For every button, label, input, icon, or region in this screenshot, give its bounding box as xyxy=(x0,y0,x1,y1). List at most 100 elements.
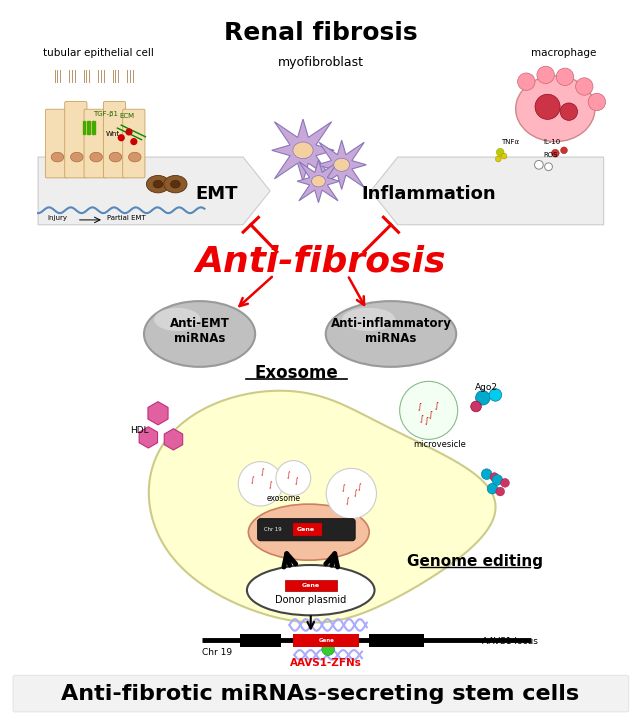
Text: Anti-fibrosis: Anti-fibrosis xyxy=(195,244,445,278)
Text: Anti-fibrotic miRNAs-secreting stem cells: Anti-fibrotic miRNAs-secreting stem cell… xyxy=(62,684,579,703)
Polygon shape xyxy=(272,119,334,181)
Ellipse shape xyxy=(153,181,163,188)
Ellipse shape xyxy=(334,158,349,171)
Ellipse shape xyxy=(109,152,122,162)
Text: TNFα: TNFα xyxy=(501,138,519,144)
Circle shape xyxy=(588,94,606,111)
Text: ∫: ∫ xyxy=(353,490,357,497)
Text: macrophage: macrophage xyxy=(531,48,597,58)
Circle shape xyxy=(489,389,502,401)
Text: Gene: Gene xyxy=(297,527,315,532)
Polygon shape xyxy=(297,160,340,202)
Ellipse shape xyxy=(342,308,395,331)
Circle shape xyxy=(560,103,578,120)
Text: ROS: ROS xyxy=(544,152,558,158)
Text: ∫: ∫ xyxy=(418,401,422,410)
Text: Partial EMT: Partial EMT xyxy=(107,215,146,221)
Polygon shape xyxy=(148,402,168,425)
Text: ∫: ∫ xyxy=(294,477,298,484)
Ellipse shape xyxy=(171,181,180,188)
Circle shape xyxy=(496,487,504,496)
Circle shape xyxy=(501,478,510,487)
Circle shape xyxy=(576,78,593,95)
Text: ∫: ∫ xyxy=(287,471,290,478)
Text: ∫: ∫ xyxy=(251,476,254,484)
FancyBboxPatch shape xyxy=(13,675,629,712)
Text: ∫: ∫ xyxy=(269,482,272,489)
Circle shape xyxy=(400,381,458,439)
Text: Genome editing: Genome editing xyxy=(407,554,543,568)
Circle shape xyxy=(490,473,499,481)
Circle shape xyxy=(326,468,376,518)
Bar xyxy=(240,634,281,647)
Circle shape xyxy=(126,129,132,135)
Ellipse shape xyxy=(90,152,103,162)
Text: IL-10: IL-10 xyxy=(544,138,561,144)
Bar xyxy=(92,121,95,134)
Polygon shape xyxy=(317,140,366,189)
Text: Renal fibrosis: Renal fibrosis xyxy=(224,21,417,46)
Text: ∫: ∫ xyxy=(429,409,433,418)
Ellipse shape xyxy=(164,175,187,193)
Circle shape xyxy=(487,484,498,494)
Text: ∫: ∫ xyxy=(342,485,345,492)
Text: HDL: HDL xyxy=(130,426,149,435)
Ellipse shape xyxy=(247,565,374,616)
Text: TGF-β1: TGF-β1 xyxy=(93,112,118,117)
Text: EMT: EMT xyxy=(196,185,238,203)
Text: Inflammation: Inflammation xyxy=(362,185,496,203)
Ellipse shape xyxy=(154,308,201,331)
Bar xyxy=(369,634,424,647)
Text: ∫: ∫ xyxy=(261,468,264,476)
Polygon shape xyxy=(149,391,495,623)
Bar xyxy=(294,634,359,647)
Text: ∫: ∫ xyxy=(345,497,349,505)
Ellipse shape xyxy=(71,152,83,162)
Text: myofibroblast: myofibroblast xyxy=(278,56,363,69)
Circle shape xyxy=(501,153,507,159)
FancyBboxPatch shape xyxy=(103,102,126,178)
Text: ECM: ECM xyxy=(119,113,135,120)
Circle shape xyxy=(535,160,543,169)
Circle shape xyxy=(537,66,554,83)
Text: Anti-EMT
miRNAs: Anti-EMT miRNAs xyxy=(170,317,229,345)
Circle shape xyxy=(496,149,504,156)
Bar xyxy=(87,121,90,134)
Circle shape xyxy=(322,643,335,655)
Ellipse shape xyxy=(51,152,63,162)
Text: AAVS1-ZFNs: AAVS1-ZFNs xyxy=(290,658,362,668)
Ellipse shape xyxy=(144,301,255,367)
Text: ∫: ∫ xyxy=(425,415,429,425)
Text: Gene: Gene xyxy=(319,638,334,643)
Polygon shape xyxy=(164,428,183,450)
Text: Gene: Gene xyxy=(302,583,320,588)
Ellipse shape xyxy=(515,76,595,141)
Circle shape xyxy=(517,73,535,91)
Circle shape xyxy=(119,135,124,141)
Circle shape xyxy=(545,163,553,170)
FancyBboxPatch shape xyxy=(46,109,67,178)
Circle shape xyxy=(238,462,283,506)
Circle shape xyxy=(492,475,503,485)
Text: Chr 19: Chr 19 xyxy=(264,527,282,532)
Ellipse shape xyxy=(128,152,141,162)
Bar xyxy=(83,121,85,134)
Text: Injury: Injury xyxy=(48,215,68,221)
Text: Anti-inflammatory
miRNAs: Anti-inflammatory miRNAs xyxy=(331,317,451,345)
Circle shape xyxy=(561,147,567,154)
Circle shape xyxy=(495,156,501,162)
Text: ∫: ∫ xyxy=(435,400,438,409)
FancyBboxPatch shape xyxy=(65,102,87,178)
Bar xyxy=(294,523,322,536)
Circle shape xyxy=(551,149,559,157)
Circle shape xyxy=(131,138,137,144)
Ellipse shape xyxy=(326,301,456,367)
Circle shape xyxy=(481,469,492,479)
Polygon shape xyxy=(139,427,158,448)
Text: microvesicle: microvesicle xyxy=(413,439,466,449)
FancyBboxPatch shape xyxy=(84,109,106,178)
Bar xyxy=(285,579,337,591)
Polygon shape xyxy=(370,157,604,225)
Circle shape xyxy=(476,391,490,405)
Text: Exosome: Exosome xyxy=(254,364,338,381)
